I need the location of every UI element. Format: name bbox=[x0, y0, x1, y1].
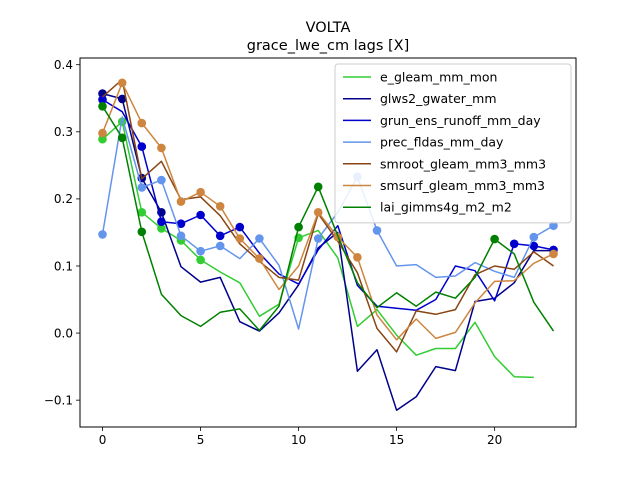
data-point bbox=[98, 134, 107, 144]
series-line-smsurf_gleam_mm3_mm3 bbox=[101, 82, 554, 341]
data-point bbox=[176, 219, 186, 228]
data-point bbox=[196, 246, 205, 256]
y-tick-label: 0.2 bbox=[54, 192, 73, 206]
data-point bbox=[196, 210, 205, 220]
data-point bbox=[117, 78, 127, 88]
data-point bbox=[215, 241, 225, 251]
legend-label: lai_gimms4g_m2_m2 bbox=[380, 200, 512, 215]
data-point bbox=[137, 142, 147, 151]
data-point bbox=[176, 197, 186, 206]
data-point bbox=[313, 234, 323, 243]
x-tick-label: 20 bbox=[487, 433, 502, 447]
data-point bbox=[137, 227, 147, 237]
legend-item: lai_gimms4g_m2_m2 bbox=[343, 200, 512, 215]
legend-item: smsurf_gleam_mm3_mm3 bbox=[343, 178, 545, 193]
x-tick-label: 5 bbox=[197, 433, 205, 447]
data-point bbox=[117, 133, 127, 143]
series-line-e_gleam_mm_mon bbox=[102, 120, 534, 379]
x-tick-label: 0 bbox=[99, 433, 107, 447]
legend-label: grun_ens_runoff_mm_day bbox=[380, 113, 541, 128]
data-point bbox=[215, 202, 225, 211]
x-axis: 0 5 10 15 20 bbox=[99, 427, 502, 447]
data-point bbox=[235, 222, 245, 232]
chart-title: VOLTA bbox=[306, 20, 351, 36]
data-point bbox=[549, 249, 558, 259]
series-lai_gimms4g_m2_m2 bbox=[98, 102, 555, 332]
data-point bbox=[157, 217, 166, 226]
series-line-lai_gimms4g_m2_m2 bbox=[101, 105, 555, 332]
data-point bbox=[137, 118, 147, 128]
plot-frame bbox=[79, 57, 577, 428]
legend-item: glws2_gwater_mm bbox=[343, 91, 497, 106]
data-point bbox=[176, 231, 186, 241]
data-point bbox=[509, 239, 519, 249]
series-line-glws2_gwater_mm bbox=[102, 92, 554, 411]
x-tick-label: 15 bbox=[389, 433, 404, 447]
legend-item: smroot_gleam_mm3_mm3 bbox=[343, 156, 546, 171]
data-point bbox=[353, 252, 362, 262]
legend: e_gleam_mm_mon glws2_gwater_mm grun_ens_ru… bbox=[334, 63, 572, 224]
series-smsurf_gleam_mm3_mm3 bbox=[98, 78, 558, 341]
data-point bbox=[313, 182, 323, 192]
legend-item: e_gleam_mm_mon bbox=[343, 70, 497, 85]
legend-item: grun_ens_runoff_mm_day bbox=[343, 113, 541, 128]
legend-item: prec_fldas_mm_day bbox=[343, 135, 504, 150]
data-point bbox=[137, 183, 147, 192]
data-point bbox=[98, 102, 107, 111]
data-point bbox=[529, 241, 539, 251]
data-point bbox=[255, 254, 264, 263]
x-tick-label: 10 bbox=[291, 433, 306, 447]
data-point bbox=[549, 221, 558, 230]
data-point bbox=[137, 208, 147, 217]
y-axis: −0.1 0.0 0.1 0.2 0.3 0.4 bbox=[44, 58, 80, 407]
y-tick-label: 0.1 bbox=[54, 259, 73, 273]
legend-label: smsurf_gleam_mm3_mm3 bbox=[380, 178, 545, 193]
data-point bbox=[294, 222, 303, 232]
y-tick-label: 0.3 bbox=[54, 125, 73, 139]
legend-box bbox=[334, 63, 572, 224]
y-tick-label: 0.4 bbox=[54, 58, 73, 72]
data-point bbox=[255, 234, 264, 243]
data-point bbox=[313, 208, 323, 217]
data-point bbox=[98, 128, 107, 138]
data-point bbox=[98, 230, 107, 239]
legend-label: smroot_gleam_mm3_mm3 bbox=[380, 156, 546, 171]
data-point bbox=[157, 224, 166, 233]
data-point bbox=[157, 175, 166, 185]
data-point bbox=[490, 234, 499, 244]
data-point bbox=[372, 226, 382, 235]
chart-subtitle: grace_lwe_cm lags [X] bbox=[247, 38, 410, 54]
plot-series bbox=[98, 78, 558, 411]
y-tick-label: −0.1 bbox=[44, 393, 73, 407]
data-point bbox=[98, 95, 107, 104]
data-point bbox=[157, 143, 166, 153]
data-point bbox=[529, 232, 539, 242]
legend-label: glws2_gwater_mm bbox=[380, 91, 497, 106]
legend-label: prec_fldas_mm_day bbox=[380, 135, 504, 150]
y-tick-label: 0.0 bbox=[54, 326, 73, 340]
data-point bbox=[215, 231, 225, 241]
data-point bbox=[196, 255, 205, 265]
data-point bbox=[235, 234, 245, 243]
data-point bbox=[117, 94, 127, 104]
legend-label: e_gleam_mm_mon bbox=[380, 70, 497, 85]
data-point bbox=[196, 187, 205, 197]
